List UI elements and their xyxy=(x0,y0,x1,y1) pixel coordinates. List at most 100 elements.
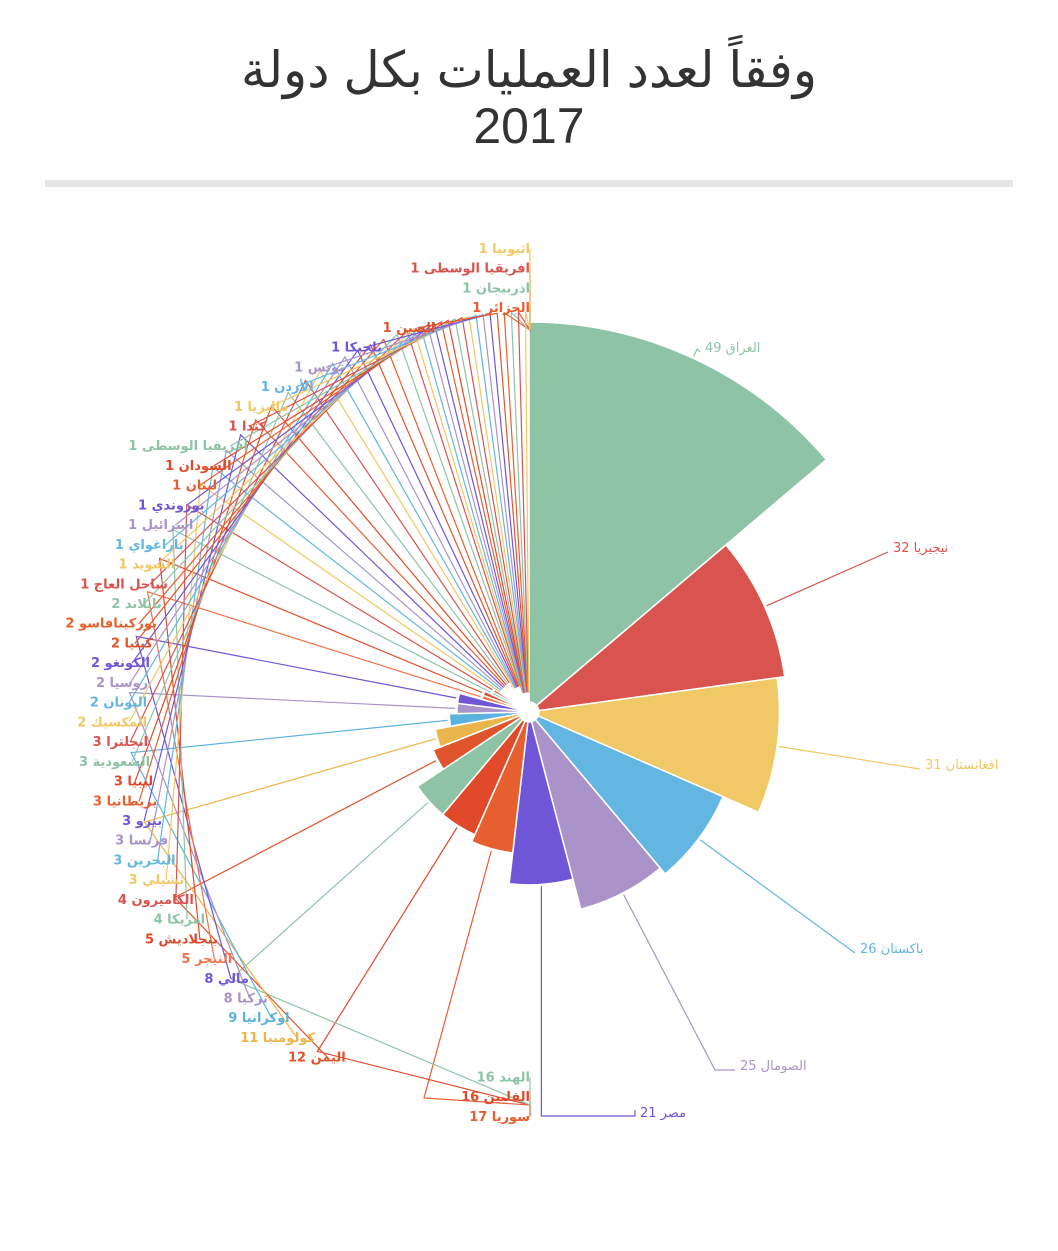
slice-label: اذربيجان 1 xyxy=(462,281,530,296)
leader-line xyxy=(524,249,531,693)
leader-line xyxy=(173,760,437,1059)
slice-label: تايلاند 2 xyxy=(111,597,161,612)
leader-line xyxy=(174,324,525,694)
chart-title-line1: وفقاً لعدد العمليات بكل دولة xyxy=(241,42,817,98)
slice-label: اليونان 2 xyxy=(90,696,147,711)
leader-line xyxy=(131,349,518,688)
leader-line xyxy=(143,333,521,687)
chart-title: وفقاً لعدد العمليات بكل دولة 2017 xyxy=(0,42,1058,154)
slice-label: كولومبيا 11 xyxy=(240,1031,315,1046)
title-divider xyxy=(45,180,1013,187)
slice-label: الفلبين 16 xyxy=(461,1090,530,1105)
rose-wedge xyxy=(434,712,521,748)
leader-line xyxy=(229,317,526,693)
slice-label: ماليزيا 1 xyxy=(234,400,289,415)
slice-label: الكونغو 2 xyxy=(91,656,150,671)
leader-line xyxy=(165,483,501,881)
leader-line xyxy=(143,433,505,822)
slice-label: النيجر 5 xyxy=(181,952,232,967)
rose-wedge xyxy=(448,711,521,728)
slice-label: بوركينافاسو 2 xyxy=(65,617,156,632)
slice-label: العراق 49 xyxy=(705,341,760,356)
rose-wedge xyxy=(416,716,524,816)
leader-line xyxy=(129,355,517,688)
leader-line xyxy=(146,590,481,960)
leader-line xyxy=(778,745,921,770)
slice-label: اثيوبيا 1 xyxy=(479,242,530,257)
slice-label: تشيلي 3 xyxy=(129,873,184,888)
leader-line xyxy=(135,635,457,979)
rose-wedge xyxy=(456,692,521,712)
leader-line xyxy=(198,320,526,693)
leader-line xyxy=(699,839,856,954)
rose-wedge xyxy=(534,715,724,876)
slice-label: بوروندي 1 xyxy=(138,498,204,513)
slice-label: اسرائيل 1 xyxy=(128,518,193,533)
leader-line xyxy=(138,418,506,802)
leader-line xyxy=(158,557,483,940)
leader-line xyxy=(128,369,516,723)
slice-label: مالي 8 xyxy=(204,972,249,987)
leader-line xyxy=(129,379,510,743)
slice-label: باكستان 26 xyxy=(860,942,923,957)
slice-label: لبنان 1 xyxy=(172,479,217,494)
slice-label: بريطانيا 3 xyxy=(93,794,157,809)
slice-label: السودان 1 xyxy=(165,459,232,474)
leader-line xyxy=(270,315,527,693)
slice-label: الجزائر 1 xyxy=(472,301,530,316)
slice-label: الصين 1 xyxy=(383,321,436,336)
leader-line xyxy=(417,312,528,693)
leader-line xyxy=(766,551,889,607)
leader-line xyxy=(693,347,701,357)
slice-label: بلجيكا 1 xyxy=(331,341,382,356)
slice-label: كندا 1 xyxy=(228,420,267,435)
leader-line xyxy=(131,391,509,763)
slice-label: البحرين 3 xyxy=(113,853,175,868)
slice-label: بيرو 3 xyxy=(122,814,162,829)
slice-label: انجلترا 3 xyxy=(93,735,148,750)
leader-line xyxy=(363,313,528,693)
slice-label: السعودية 3 xyxy=(79,755,150,770)
leader-line xyxy=(295,314,527,693)
slice-label: بنجلاديش 5 xyxy=(145,932,218,947)
slice-label: نيجيريا 32 xyxy=(893,541,948,556)
leader-line xyxy=(149,329,524,694)
leader-line xyxy=(149,449,503,841)
slice-label: ليبيا 3 xyxy=(114,775,153,790)
leader-line xyxy=(248,316,527,693)
slice-label: افريقيا الوسطى 1 xyxy=(410,262,530,277)
rose-wedge xyxy=(535,543,786,712)
leader-line xyxy=(128,691,456,999)
leader-line xyxy=(229,802,531,1106)
slice-label: افغانستان 31 xyxy=(925,758,998,773)
leader-line xyxy=(134,343,519,687)
rose-wedge xyxy=(432,714,522,771)
leader-line xyxy=(157,465,502,861)
slice-label: ساحل العاج 1 xyxy=(80,577,168,592)
chart-title-line2: 2017 xyxy=(473,98,585,154)
leader-line xyxy=(130,719,448,1019)
leader-line xyxy=(540,886,636,1117)
slice-label: كينيا 2 xyxy=(111,637,153,652)
slice-label: اوكرانيا 9 xyxy=(228,1011,289,1026)
leader-line xyxy=(325,313,528,693)
slice-label: الأردن 1 xyxy=(261,378,314,395)
rose-wedge xyxy=(508,720,574,886)
leader-line xyxy=(623,894,735,1071)
slice-label: مصر 21 xyxy=(640,1106,686,1121)
leader-line xyxy=(213,319,526,693)
leader-line xyxy=(316,827,531,1106)
leader-line xyxy=(423,850,531,1117)
slice-label: اليمن 12 xyxy=(288,1051,346,1066)
rose-wedge xyxy=(530,718,662,911)
slice-label: افريقيا الوسطى 1 xyxy=(128,439,248,454)
leader-line xyxy=(128,362,517,703)
rose-wedge xyxy=(537,676,781,814)
slice-label: فرنسا 3 xyxy=(115,834,168,849)
rose-wedge xyxy=(470,720,529,854)
leader-line xyxy=(186,322,525,693)
slice-label: امريكا 4 xyxy=(154,913,206,928)
slice-label: تركيا 8 xyxy=(224,992,268,1007)
slice-label: الصومال 25 xyxy=(740,1059,807,1074)
